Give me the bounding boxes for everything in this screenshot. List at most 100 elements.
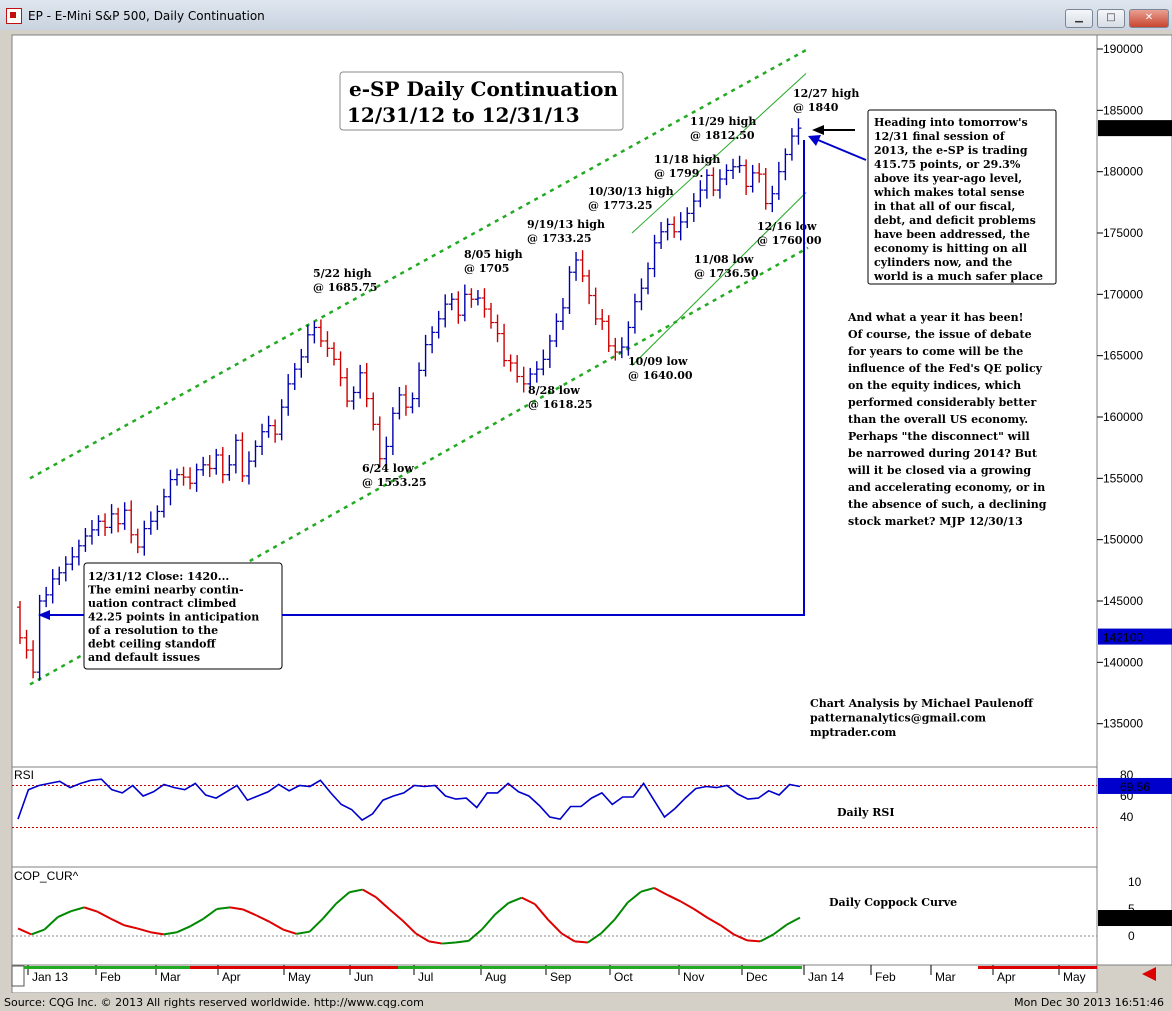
- commentary-line: And what a year it has been!: [847, 311, 1023, 324]
- scroll-box[interactable]: [11, 965, 25, 987]
- close-line: and default issues: [88, 651, 200, 664]
- coppock-segment: [613, 901, 629, 921]
- x-tick-label: Feb: [875, 970, 896, 984]
- coppock-segment: [442, 941, 456, 945]
- commentary-line: will it be closed via a growing: [847, 464, 1031, 477]
- annotation-dec27: @ 1840: [793, 101, 839, 114]
- x-tick-label: Oct: [614, 970, 633, 984]
- annotation-oct09: 10/09 low: [628, 355, 688, 368]
- coppock-segment: [202, 908, 218, 920]
- close-marker-badge: [1098, 628, 1172, 645]
- coppock-segment: [242, 908, 257, 917]
- heading-line: debt, and deficit problems: [874, 214, 1036, 227]
- x-axis: Jan 13 Feb Mar Apr May Jun Jul Aug Sep Oct Nov Dec J…: [24, 965, 1097, 984]
- x-tick-label: Nov: [683, 970, 704, 984]
- coppock-segment: [587, 932, 602, 944]
- commentary-line: and accelerating economy, or in: [848, 481, 1045, 494]
- price-y-tick-label: 150000: [1103, 533, 1143, 547]
- coppock-segment: [375, 896, 390, 910]
- coppock-segment: [467, 928, 483, 942]
- annotation-oct30: 10/30/13 high: [588, 185, 674, 198]
- coppock-segment: [388, 908, 404, 922]
- app-icon: [6, 8, 22, 24]
- annotation-dec27: 12/27 high: [793, 87, 859, 100]
- commentary: And what a year it has been! Of course, t…: [847, 311, 1047, 528]
- coppock-segment: [308, 918, 324, 933]
- coppock-segment: [428, 940, 443, 945]
- coppock-segment: [123, 924, 138, 930]
- x-tick-label: May: [288, 970, 311, 984]
- annotation-nov08: @ 1736.50: [694, 267, 759, 280]
- annotation-aug05: 8/05 high: [464, 248, 523, 261]
- chart-title-line2: 12/31/12 to 12/31/13: [347, 103, 580, 127]
- close-button[interactable]: ✕: [1129, 9, 1169, 28]
- annotation-nov29: @ 1812.50: [690, 129, 755, 142]
- coppock-segment: [256, 914, 271, 923]
- coppock-segment: [772, 923, 788, 936]
- coppock-panel: [11, 866, 1098, 966]
- coppock-segment: [189, 917, 205, 928]
- coppock-segment: [335, 891, 351, 905]
- rsi-panel: [11, 766, 1098, 868]
- price-y-tick-label: 165000: [1103, 349, 1143, 363]
- coppock-panel-label: Daily Coppock Curve: [829, 896, 957, 909]
- coppock-segment: [786, 916, 801, 926]
- coppock-segment: [600, 919, 616, 935]
- coppock-segment: [693, 908, 708, 919]
- close-line: 42.25 points in anticipation: [88, 611, 259, 624]
- minimize-button[interactable]: ▁: [1065, 9, 1093, 28]
- coppock-segment: [163, 931, 178, 936]
- last-price-label: 183550: [1103, 122, 1143, 136]
- coppock-segment: [706, 916, 721, 927]
- coppock-series: [12, 886, 1097, 945]
- annotation-aug28: 8/28 low: [528, 384, 580, 397]
- price-y-tick-label: 185000: [1103, 103, 1143, 117]
- coppock-value-label: 3.33: [1135, 912, 1159, 926]
- price-y-tick-label: 140000: [1103, 655, 1143, 669]
- rsi-value-badge: [1098, 777, 1172, 794]
- commentary-line: on the equity indices, which: [848, 379, 1021, 392]
- heading-box: [867, 109, 1057, 285]
- close-line: The emini nearby contin-: [88, 584, 244, 597]
- close-arrowhead: [38, 610, 50, 620]
- coppock-segment: [269, 921, 284, 931]
- coppock-segment: [508, 896, 523, 904]
- x-tick-label: Mar: [160, 970, 181, 984]
- commentary-line: the absence of such, a declining: [848, 498, 1047, 511]
- coppock-segment: [521, 896, 536, 906]
- status-bar: Source: CQG Inc. © 2013 All rights reser…: [0, 993, 1172, 1011]
- coppock-segment: [322, 902, 337, 920]
- price-y-tick-label: 190000: [1103, 42, 1143, 56]
- heading-arrowhead: [812, 125, 824, 135]
- price-y-tick-label: 170000: [1103, 287, 1143, 301]
- coppock-segment: [176, 925, 191, 934]
- close-line: debt ceiling standoff: [88, 638, 216, 651]
- coppock-segment: [43, 916, 59, 931]
- commentary-line: be narrowed during 2014? But: [848, 447, 1038, 460]
- close-box-text: 12/31/12 Close: 1420...The emini nearby …: [88, 570, 259, 664]
- trend-strip: [24, 966, 190, 969]
- coppock-segment: [534, 903, 549, 921]
- credits-line: mptrader.com: [810, 726, 897, 739]
- price-y-tick-label: 180000: [1103, 165, 1143, 179]
- x-tick-label: Jan 13: [32, 970, 68, 984]
- scroll-left-icon[interactable]: [1142, 967, 1156, 981]
- commentary-line: influence of the Fed's QE policy: [848, 362, 1043, 375]
- coppock-segment: [70, 906, 85, 913]
- x-tick-label: May: [1063, 970, 1086, 984]
- trend-strip: [978, 966, 1097, 969]
- trend-strip: [592, 966, 802, 969]
- heading-line: in that all of our fiscal,: [874, 200, 1015, 213]
- x-tick-label: Feb: [100, 970, 121, 984]
- heading-line: world is a much safer place: [873, 270, 1043, 283]
- status-timestamp: Mon Dec 30 2013 16:51:46: [1014, 996, 1164, 1009]
- close-marker-label: 142100: [1103, 631, 1143, 645]
- coppock-segment: [362, 888, 377, 898]
- window-title: EP - E-Mini S&P 500, Daily Continuation: [28, 9, 265, 23]
- coppock-segment: [216, 906, 231, 910]
- coppock-segment: [17, 927, 32, 936]
- maximize-button[interactable]: □: [1097, 9, 1125, 28]
- heading-line: Heading into tomorrow's: [874, 116, 1028, 129]
- close-line: 12/31/12 Close: 1420...: [88, 570, 229, 583]
- coppock-segment: [401, 919, 417, 935]
